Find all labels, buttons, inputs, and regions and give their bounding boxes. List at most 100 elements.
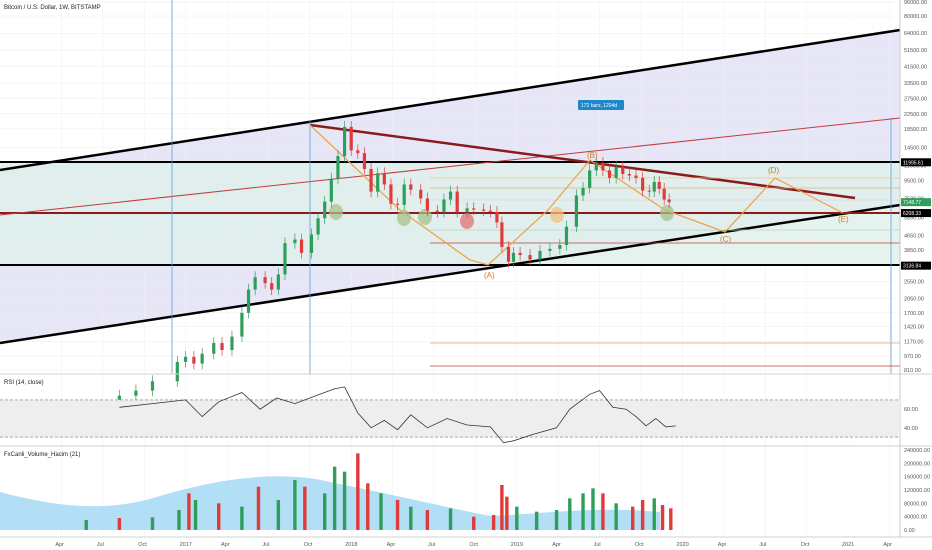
candle-body[interactable]: [455, 191, 459, 212]
candle-body[interactable]: [634, 175, 638, 178]
candle-body[interactable]: [369, 168, 373, 192]
candle-body[interactable]: [376, 173, 380, 192]
candle-body[interactable]: [448, 191, 453, 200]
candle-body[interactable]: [564, 226, 569, 246]
candle-body[interactable]: [627, 174, 632, 176]
candle-body[interactable]: [299, 239, 304, 253]
candle-body[interactable]: [349, 126, 353, 151]
volume-bar[interactable]: [323, 493, 327, 530]
volume-bar[interactable]: [568, 498, 572, 530]
candle-body[interactable]: [465, 208, 469, 212]
volume-bar[interactable]: [303, 486, 307, 530]
volume-bar[interactable]: [150, 517, 155, 530]
candle-body[interactable]: [614, 166, 618, 178]
volume-bar[interactable]: [500, 485, 504, 530]
candle-body[interactable]: [472, 208, 476, 210]
candle-body[interactable]: [657, 181, 661, 189]
rsi-pane[interactable]: 60.00 40.00: [0, 386, 918, 444]
candle-body[interactable]: [362, 153, 367, 169]
volume-bar[interactable]: [581, 493, 585, 530]
volume-bar[interactable]: [448, 508, 453, 530]
volume-bar[interactable]: [409, 506, 413, 530]
candle-body[interactable]: [212, 342, 216, 354]
volume-bar[interactable]: [217, 503, 221, 530]
candle-body[interactable]: [488, 210, 492, 212]
candle-body[interactable]: [395, 203, 400, 205]
candle-body[interactable]: [652, 181, 656, 192]
candle-body[interactable]: [240, 312, 244, 337]
volume-bar[interactable]: [669, 508, 673, 530]
volume-bar[interactable]: [256, 486, 261, 530]
candle-body[interactable]: [356, 150, 360, 154]
candle-body[interactable]: [607, 170, 612, 178]
candle-body[interactable]: [662, 188, 666, 200]
candle-body[interactable]: [558, 245, 562, 249]
volume-bar[interactable]: [614, 503, 618, 530]
candle-body[interactable]: [402, 184, 406, 205]
candle-body[interactable]: [184, 356, 188, 362]
candle-body[interactable]: [329, 178, 333, 202]
volume-bar[interactable]: [640, 500, 645, 530]
volume-bar[interactable]: [425, 510, 430, 530]
volume-bar[interactable]: [591, 488, 595, 530]
candle-body[interactable]: [382, 173, 386, 185]
candle-body[interactable]: [389, 184, 393, 204]
candle-body[interactable]: [200, 353, 204, 364]
candle-body[interactable]: [538, 250, 542, 260]
volume-bar[interactable]: [472, 516, 476, 530]
volume-bar[interactable]: [534, 511, 539, 530]
candle-body[interactable]: [601, 162, 605, 171]
volume-bar[interactable]: [293, 480, 297, 530]
candle-body[interactable]: [495, 211, 499, 223]
candle-body[interactable]: [442, 199, 446, 212]
candle-body[interactable]: [548, 248, 552, 251]
candle-body[interactable]: [511, 252, 516, 262]
candle-body[interactable]: [192, 356, 196, 364]
volume-bar[interactable]: [84, 520, 88, 530]
candle-body[interactable]: [594, 162, 598, 171]
time-axis[interactable]: Apr Jul Oct 2017 Apr Jul Oct 2018 Apr Jul Oct 2019 A…: [55, 542, 892, 548]
candle-body[interactable]: [621, 166, 625, 175]
candle-body[interactable]: [500, 222, 504, 247]
volume-bar[interactable]: [491, 515, 496, 530]
candle-body[interactable]: [409, 184, 413, 190]
candle-body[interactable]: [581, 187, 585, 196]
candle-body[interactable]: [435, 210, 439, 212]
volume-bar[interactable]: [193, 500, 198, 530]
volume-bar[interactable]: [660, 505, 665, 530]
candle-body[interactable]: [253, 277, 257, 290]
candle-body[interactable]: [175, 361, 179, 382]
candle-body[interactable]: [506, 246, 511, 262]
volume-bar[interactable]: [332, 466, 337, 530]
candle-body[interactable]: [342, 126, 347, 157]
candle-body[interactable]: [230, 336, 234, 351]
candle-body[interactable]: [588, 170, 592, 188]
candle-body[interactable]: [134, 390, 138, 396]
candle-body[interactable]: [220, 342, 224, 351]
candle-body[interactable]: [293, 239, 297, 244]
candle-body[interactable]: [323, 201, 327, 219]
volume-bar[interactable]: [652, 498, 656, 530]
candle-body[interactable]: [246, 289, 251, 313]
volume-bar[interactable]: [276, 500, 281, 530]
volume-pane[interactable]: 240000.00 200000.00 160000.00 120000.00 8000…: [0, 448, 930, 534]
volume-bar[interactable]: [554, 510, 559, 530]
candle-body[interactable]: [270, 283, 274, 290]
volume-bar[interactable]: [631, 506, 635, 530]
candle-body[interactable]: [263, 277, 267, 284]
candlestick-series[interactable]: [117, 120, 671, 406]
volume-bar[interactable]: [187, 493, 191, 530]
candle-body[interactable]: [482, 209, 486, 211]
candle-body[interactable]: [667, 199, 671, 203]
candle-body[interactable]: [425, 198, 429, 211]
candle-body[interactable]: [574, 195, 579, 227]
volume-bar[interactable]: [515, 506, 519, 530]
volume-bar[interactable]: [240, 506, 244, 530]
candle-body[interactable]: [309, 234, 314, 253]
volume-bar[interactable]: [177, 510, 181, 530]
volume-bar[interactable]: [379, 493, 383, 530]
candle-body[interactable]: [117, 395, 121, 400]
volume-bar[interactable]: [366, 483, 370, 530]
candle-body[interactable]: [528, 255, 532, 260]
